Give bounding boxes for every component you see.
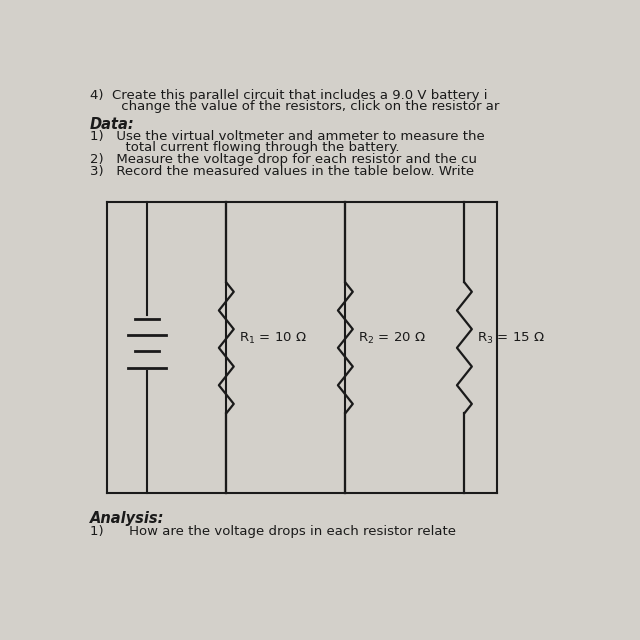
Text: R$_3$ = 15 $\Omega$: R$_3$ = 15 $\Omega$ — [477, 330, 545, 346]
Text: total current flowing through the battery.: total current flowing through the batter… — [100, 141, 399, 154]
Text: R$_2$ = 20 $\Omega$: R$_2$ = 20 $\Omega$ — [358, 330, 426, 346]
Text: 1)      How are the voltage drops in each resistor relate: 1) How are the voltage drops in each res… — [90, 525, 456, 538]
Text: Analysis:: Analysis: — [90, 511, 164, 527]
Text: 2)   Measure the voltage drop for each resistor and the cu: 2) Measure the voltage drop for each res… — [90, 153, 477, 166]
Text: 1)   Use the virtual voltmeter and ammeter to measure the: 1) Use the virtual voltmeter and ammeter… — [90, 129, 484, 143]
Text: change the value of the resistors, click on the resistor ar: change the value of the resistors, click… — [100, 100, 499, 113]
Text: 4)  Create this parallel circuit that includes a 9.0 V battery i: 4) Create this parallel circuit that inc… — [90, 89, 488, 102]
Text: 3)   Record the measured values in the table below. Write: 3) Record the measured values in the tab… — [90, 164, 474, 177]
Text: R$_1$ = 10 $\Omega$: R$_1$ = 10 $\Omega$ — [239, 330, 307, 346]
Text: Data:: Data: — [90, 117, 134, 132]
